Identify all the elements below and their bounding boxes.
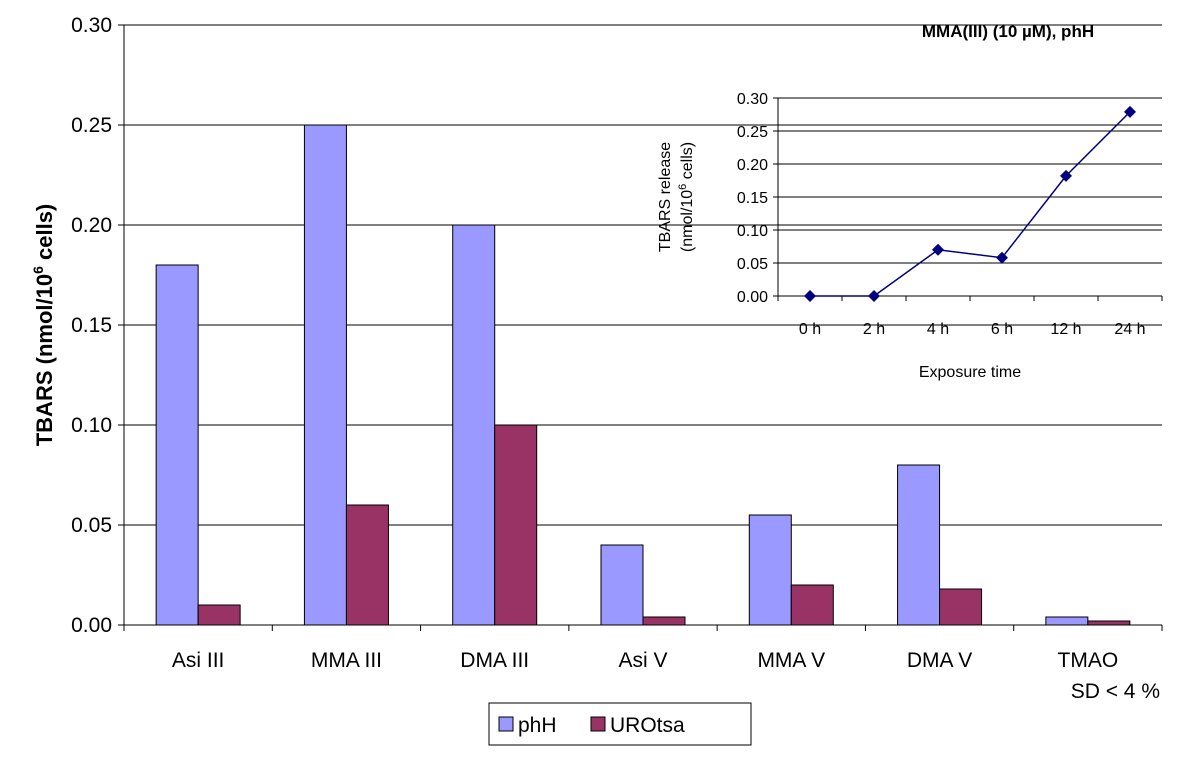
bar-urotsa-mma-v xyxy=(790,584,834,626)
y-axis-title: TBARS (nmol/106 cells) xyxy=(30,204,57,447)
inset-line-chart: MMA(III) (10 µM), phH 0.00 0.05 0.10 0.15 0.2… xyxy=(657,22,1163,381)
inset-title: MMA(III) (10 µM), phH xyxy=(922,22,1094,41)
legend-label-urotsa: UROtsa xyxy=(610,714,685,737)
bar-phh-asi-v xyxy=(600,544,644,626)
inset-y-tick-label: 0.25 xyxy=(737,124,768,141)
x-tick-label: DMA V xyxy=(907,649,972,672)
legend-swatch-urotsa xyxy=(590,716,606,732)
inset-x-tick-label: 0 h xyxy=(799,321,821,338)
legend-swatch-phh xyxy=(498,716,514,732)
y-tick-label: 0.15 xyxy=(71,314,112,337)
inset-x-tick-label: 12 h xyxy=(1050,321,1081,338)
main-bar-chart: 0.00 0.05 0.10 0.15 0.20 0.25 0.30 TBARS (nmol/… xyxy=(30,14,1163,672)
x-tick-label: Asi III xyxy=(172,649,225,672)
inset-x-tick-label: 6 h xyxy=(991,321,1013,338)
inset-data-point xyxy=(996,251,1008,264)
y-tick-label: 0.25 xyxy=(71,114,112,137)
bar-urotsa-tmao xyxy=(1087,620,1131,626)
bar-urotsa-dma-v xyxy=(939,588,983,626)
inset-data-point xyxy=(1124,105,1136,118)
bar-phh-asi-iii xyxy=(155,264,199,626)
x-tick-label: MMA V xyxy=(757,649,825,672)
inset-y-tick-label: 0.30 xyxy=(737,91,768,108)
inset-data-point xyxy=(1060,169,1072,182)
bar-urotsa-asi-v xyxy=(642,616,686,626)
inset-y-axis-title-line1: TBARS release xyxy=(657,142,674,252)
bar-urotsa-asi-iii xyxy=(197,604,241,626)
inset-series-line xyxy=(810,111,1131,297)
x-tick-label: DMA III xyxy=(460,649,529,672)
inset-y-tick-label: 0.10 xyxy=(737,223,768,240)
inset-x-tick-label: 24 h xyxy=(1114,321,1145,338)
inset-x-axis-title: Exposure time xyxy=(919,364,1021,381)
legend-box xyxy=(488,702,752,746)
x-tick-label: MMA III xyxy=(311,649,382,672)
y-tick-label: 0.05 xyxy=(71,514,112,537)
inset-y-tick-label: 0.20 xyxy=(737,157,768,174)
bar-phh-mma-v xyxy=(748,514,792,626)
inset-y-tick-label: 0.00 xyxy=(737,289,768,306)
y-tick-label: 0.20 xyxy=(71,214,112,237)
legend: phH UROtsa xyxy=(488,702,752,746)
y-tick-label: 0.30 xyxy=(71,14,112,37)
legend-label-phh: phH xyxy=(518,714,557,737)
y-tick-label: 0.10 xyxy=(71,414,112,437)
sd-note: SD < 4 % xyxy=(1071,680,1160,703)
bar-phh-mma-iii xyxy=(303,124,347,626)
inset-x-tick-label: 4 h xyxy=(927,321,949,338)
inset-x-tick-label: 2 h xyxy=(863,321,885,338)
inset-data-point xyxy=(932,243,944,256)
inset-y-tick-label: 0.05 xyxy=(737,256,768,273)
inset-data-point xyxy=(868,290,880,302)
bar-phh-dma-iii xyxy=(452,224,496,626)
bar-urotsa-dma-iii xyxy=(494,424,538,626)
bar-phh-tmao xyxy=(1045,616,1089,626)
inset-data-point xyxy=(804,290,816,302)
bar-phh-dma-v xyxy=(897,464,941,626)
y-tick-label: 0.00 xyxy=(71,614,112,637)
x-tick-label: TMAO xyxy=(1058,649,1119,672)
inset-y-tick-label: 0.15 xyxy=(737,190,768,207)
x-tick-label: Asi V xyxy=(618,649,667,672)
inset-y-axis-title-line2: (nmol/106 cells) xyxy=(677,142,696,252)
bar-urotsa-mma-iii xyxy=(345,504,389,626)
